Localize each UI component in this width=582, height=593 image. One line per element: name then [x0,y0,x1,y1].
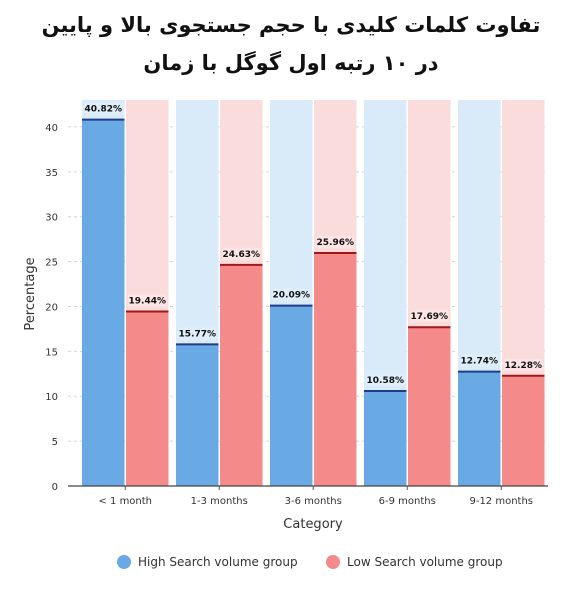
x-tick-label: 1-3 months [191,496,248,507]
bar [220,264,263,486]
bar [176,344,219,486]
data-label-background [504,358,543,371]
y-tick-label: 40 [45,123,58,134]
y-tick-label: 10 [45,392,58,403]
data-label: 24.63% [223,250,261,260]
x-tick-label: < 1 month [98,496,152,507]
chart-title-line-1: تفاوت کلمات کلیدی با حجم جستجوی بالا و پ… [41,13,541,37]
x-tick-label: 3-6 months [285,496,342,507]
bar [502,375,545,486]
legend: High Search volume group Low Search volum… [117,555,503,569]
data-label-background [222,247,261,260]
legend-swatch [117,555,131,569]
x-tick-label: 9-12 months [469,496,533,507]
data-label: 19.44% [129,296,167,306]
chart-title: تفاوت کلمات کلیدی با حجم جستجوی بالا و پ… [0,6,582,82]
data-label: 40.82% [85,105,123,115]
bar [364,391,407,486]
data-label: 10.58% [367,376,405,386]
x-tick-label: 6-9 months [379,496,436,507]
bar [458,371,501,486]
y-tick-label: 25 [45,258,58,269]
data-label: 12.74% [461,357,499,367]
bar [408,327,451,486]
data-label: 12.28% [505,361,543,371]
chart-title-line-2: در ۱۰ رتبه اول گوگل با زمان [143,51,439,75]
bar [270,305,313,486]
data-label-background [366,374,405,387]
data-label-background [178,327,217,340]
bars [82,118,545,486]
data-label: 17.69% [411,312,449,322]
data-label-background [460,354,499,367]
axes: 0 5 10 15 20 25 30 35 40 < 1 month 1-3 months 3-6 m… [45,123,548,507]
y-tick-label: 15 [45,347,58,358]
y-tick-label: 30 [45,213,58,224]
bar [82,119,125,486]
data-labels: 40.82% 19.44% 15.77% 24.63% 20.09% 25.96% 10.5… [84,102,543,387]
data-label-background [316,235,355,248]
data-label: 20.09% [273,291,311,301]
data-label: 25.96% [317,238,355,248]
legend-label: High Search volume group [138,555,298,569]
legend-label: Low Search volume group [347,555,503,569]
data-label-background [410,310,449,323]
data-label: 15.77% [179,329,217,339]
bar [314,252,357,486]
bar [126,311,169,486]
legend-swatch [326,555,340,569]
data-label-background [272,288,311,301]
x-axis-title: Category [283,517,343,532]
y-tick-label: 35 [45,168,58,179]
data-label-background [128,294,167,307]
y-tick-label: 0 [52,482,58,493]
y-tick-label: 20 [45,302,58,313]
y-axis-title: Percentage [23,257,38,330]
data-label-background [84,102,123,115]
y-tick-label: 5 [52,437,58,448]
